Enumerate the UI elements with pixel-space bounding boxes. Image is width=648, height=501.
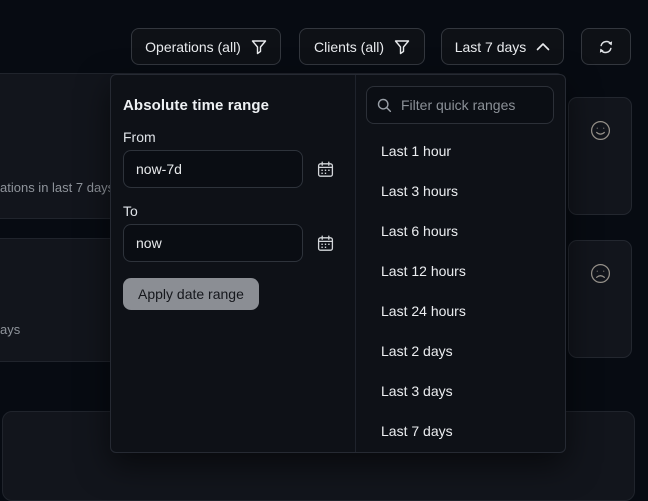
to-label: To [123,203,138,219]
to-calendar-button[interactable] [317,235,334,252]
absolute-range-title: Absolute time range [123,97,270,114]
time-range-dropdown: Absolute time range From To [110,74,566,453]
chevron-up-icon [536,43,550,51]
time-range-label: Last 7 days [454,38,527,55]
app-root: { "toolbar": { "operations_label": "Oper… [0,28,635,501]
quick-range-option-3d[interactable]: Last 3 days [381,383,453,399]
absolute-range-section: Absolute time range From To [111,75,355,452]
quick-range-filter-input[interactable] [366,86,554,124]
quick-range-option-24h[interactable]: Last 24 hours [381,303,466,319]
quick-range-option-7d[interactable]: Last 7 days [381,423,453,439]
quick-range-option-1h[interactable]: Last 1 hour [381,143,452,159]
quick-range-option-6h[interactable]: Last 6 hours [381,223,459,239]
calendar-icon [317,161,334,177]
search-icon [377,98,392,113]
sad-face-icon [590,263,610,284]
quick-range-option-12h[interactable]: Last 12 hours [381,263,466,279]
funnel-icon [394,39,410,54]
from-label: From [123,129,156,145]
clients-filter-label: Clients (all) [313,38,384,55]
operations-filter-button[interactable]: Operations (all) [131,28,281,65]
quick-range-list: Last 1 hour Last 3 hours Last 6 hours La… [366,131,555,451]
happy-face-icon [590,120,610,141]
funnel-icon [251,39,267,54]
clients-filter-button[interactable]: Clients (all) [299,28,425,65]
calendar-icon [317,235,334,251]
from-input[interactable] [123,150,303,188]
quick-range-option-3h[interactable]: Last 3 hours [381,183,459,199]
apply-date-range-button[interactable]: Apply date range [123,278,259,310]
operations-filter-label: Operations (all) [145,38,241,55]
status-tile-success [568,97,632,215]
from-calendar-button[interactable] [317,161,334,178]
time-range-button[interactable]: Last 7 days [441,28,564,65]
quick-range-option-2d[interactable]: Last 2 days [381,343,453,359]
stats-card-row2-caption: ays [0,322,21,337]
stats-card-row1-caption: ations in last 7 days [0,180,115,195]
quick-ranges-section: Last 1 hour Last 3 hours Last 6 hours La… [355,75,565,452]
refresh-icon [599,40,613,53]
status-tile-error [568,240,632,358]
to-input[interactable] [123,224,303,262]
refresh-button[interactable] [581,28,631,65]
